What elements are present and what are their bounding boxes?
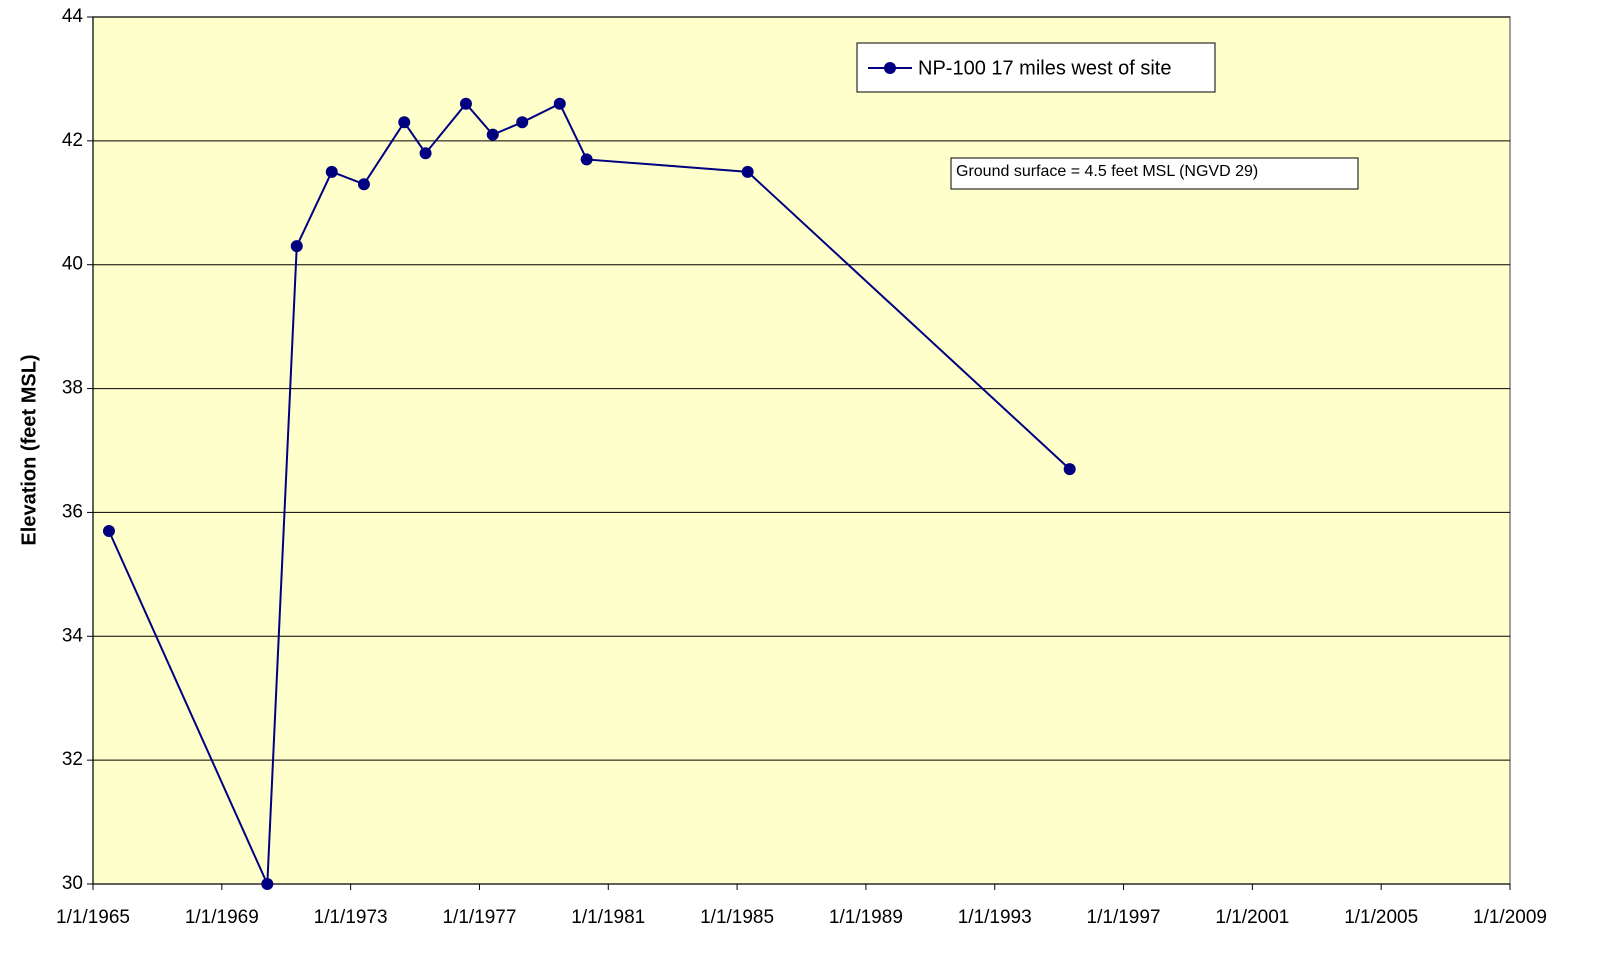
x-tick-label: 1/1/1969 bbox=[185, 907, 259, 928]
x-tick-label: 1/1/1981 bbox=[571, 907, 645, 928]
y-tick-label: 32 bbox=[62, 749, 83, 770]
y-tick-label: 44 bbox=[62, 6, 84, 27]
x-tick-label: 1/1/2001 bbox=[1215, 907, 1289, 928]
y-tick-label: 40 bbox=[62, 254, 83, 275]
data-point bbox=[102, 525, 115, 538]
data-point bbox=[357, 178, 370, 191]
data-point bbox=[486, 128, 499, 141]
legend-label: NP-100 17 miles west of site bbox=[918, 57, 1171, 79]
data-point bbox=[398, 116, 411, 129]
y-tick-label: 34 bbox=[62, 625, 84, 646]
y-tick-label: 30 bbox=[62, 873, 83, 894]
y-tick-label: 38 bbox=[62, 378, 83, 399]
x-tick-label: 1/1/1989 bbox=[829, 907, 903, 928]
data-point bbox=[290, 240, 303, 253]
x-tick-label: 1/1/2005 bbox=[1344, 907, 1418, 928]
x-tick-label: 1/1/1997 bbox=[1087, 907, 1161, 928]
data-point bbox=[459, 97, 472, 110]
data-point bbox=[261, 878, 274, 890]
data-point bbox=[741, 165, 754, 178]
data-point bbox=[580, 153, 593, 166]
data-point bbox=[1063, 463, 1076, 476]
plot-area bbox=[92, 16, 1511, 885]
data-point bbox=[419, 147, 432, 160]
x-tick-label: 1/1/1985 bbox=[700, 907, 774, 928]
legend-box bbox=[856, 42, 1216, 93]
x-tick-label: 1/1/1965 bbox=[56, 907, 130, 928]
x-tick-label: 1/1/1973 bbox=[314, 907, 388, 928]
data-point bbox=[553, 97, 566, 110]
y-tick-label: 42 bbox=[62, 130, 83, 151]
annotation: Ground surface = 4.5 feet MSL (NGVD 29) bbox=[956, 163, 1258, 180]
data-point bbox=[325, 165, 338, 178]
data-point bbox=[516, 116, 529, 129]
annotation-box bbox=[950, 157, 1359, 190]
y-tick-label: 36 bbox=[62, 501, 83, 522]
x-tick-label: 1/1/2009 bbox=[1473, 907, 1547, 928]
legend-marker bbox=[884, 62, 896, 74]
series-line bbox=[108, 102, 1071, 885]
y-axis-label: Elevation (feet MSL) bbox=[18, 354, 40, 545]
x-tick-label: 1/1/1993 bbox=[958, 907, 1032, 928]
x-tick-label: 1/1/1977 bbox=[442, 907, 516, 928]
